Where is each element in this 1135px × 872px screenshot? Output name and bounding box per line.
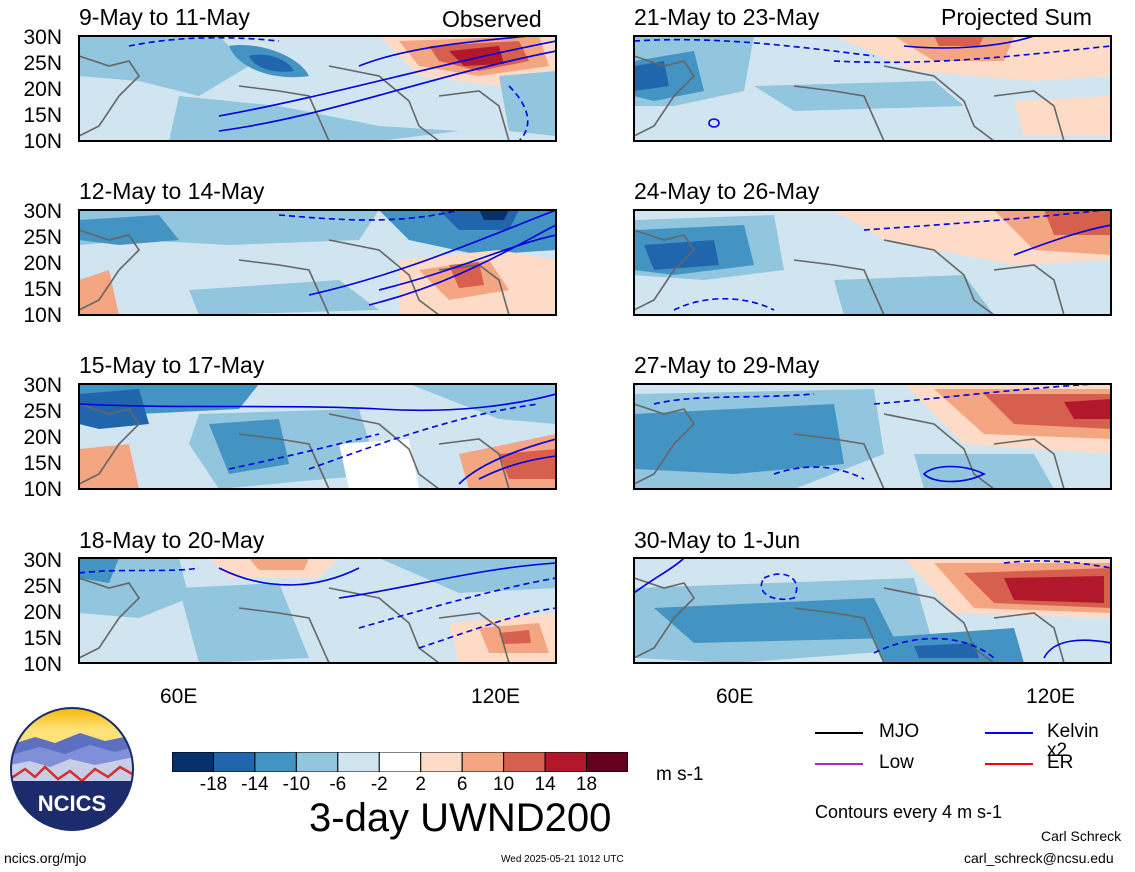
colorbar-swatch [420, 751, 463, 773]
lat-label: 15N [23, 627, 62, 650]
lat-label: 20N [23, 78, 62, 101]
map-panel-l3 [79, 384, 556, 489]
colorbar-tick-label: 10 [493, 774, 515, 795]
colorbar-tick-label: -2 [370, 774, 388, 795]
lat-label: 10N [23, 653, 62, 676]
colorbar-swatch [295, 751, 339, 773]
legend-label-kelvin: Kelvin x2 [1047, 721, 1099, 761]
legend-label-mjo: MJO [879, 721, 920, 742]
colorbar-tick-label: -10 [282, 774, 311, 795]
colorbar-swatch [254, 751, 297, 773]
lat-label: 20N [23, 601, 62, 624]
colorbar-swatch [378, 751, 422, 773]
map-panel-r4 [634, 558, 1111, 663]
lon-label-60e-right: 60E [716, 685, 754, 708]
lat-label: 20N [23, 426, 62, 449]
colorbar-swatches [171, 751, 629, 773]
lat-label: 30N [23, 549, 62, 572]
lat-label: 25N [23, 400, 62, 423]
logo-text: NCICS [38, 791, 106, 816]
footer-author: Carl Schreck [1041, 828, 1122, 844]
legend-line-er [985, 763, 1033, 765]
lat-label: 10N [23, 130, 62, 153]
lon-label-120e-left: 120E [471, 685, 521, 708]
projected-sum-label: Projected Sum [941, 4, 1092, 30]
colorbar-tick-label: -14 [241, 774, 269, 795]
colorbar-tick-label: -6 [329, 774, 347, 795]
lon-label-60e-left: 60E [160, 685, 198, 708]
lat-label: 25N [23, 52, 62, 75]
panel-title-r2: 24-May to 26-May [634, 178, 820, 204]
map-panel-r3 [634, 384, 1111, 489]
lon-label-120e-right: 120E [1026, 685, 1076, 708]
panel-title-l4: 18-May to 20-May [79, 527, 265, 553]
lat-label: 10N [23, 304, 62, 327]
map-panel-l2 [79, 210, 556, 315]
colorbar-swatch [212, 751, 256, 773]
colorbar-swatch [461, 751, 505, 773]
lat-label: 25N [23, 226, 62, 249]
colorbar-ticks: -18 -14 -10 -6 -2 2 6 10 14 18 [172, 775, 628, 797]
lat-label: 15N [23, 278, 62, 301]
panel-title-r4: 30-May to 1-Jun [634, 527, 801, 553]
map-panel-l1 [79, 36, 556, 141]
legend-line-kelvin [985, 732, 1033, 734]
lat-label: 30N [23, 26, 62, 49]
footer-email[interactable]: carl_schreck@ncsu.edu [964, 850, 1114, 866]
lat-label: 20N [23, 252, 62, 275]
panel-title-l2: 12-May to 14-May [79, 178, 265, 204]
colorbar-tick-label: 2 [415, 774, 426, 795]
footer-url[interactable]: ncics.org/mjo [4, 850, 87, 866]
colorbar-swatch [337, 751, 380, 773]
main-title: 3-day UWND200 [309, 796, 612, 840]
legend-line-low [815, 763, 863, 765]
panel-title-r3: 27-May to 29-May [634, 352, 820, 378]
colorbar-swatch [586, 751, 629, 773]
panel-title-l1: 9-May to 11-May [79, 4, 250, 30]
footer-timestamp: Wed 2025-05-21 1012 UTC [501, 854, 624, 865]
contours-note: Contours every 4 m s-1 [815, 802, 1003, 822]
map-panel-l4 [79, 558, 556, 663]
colorbar [171, 751, 629, 773]
colorbar-units: m s-1 [656, 764, 704, 785]
panel-title-l3: 15-May to 17-May [79, 352, 265, 378]
colorbar-tick-label: 18 [575, 774, 598, 795]
legend-label-low: Low [879, 752, 914, 773]
colorbar-tick-label: 14 [534, 774, 556, 795]
colorbar-tick-label: 6 [456, 774, 468, 795]
observed-label: Observed [442, 6, 542, 32]
map-panel-r1 [634, 36, 1111, 141]
lat-label: 30N [23, 200, 62, 223]
colorbar-swatch [503, 751, 546, 773]
ncics-logo: NCICS [10, 707, 134, 831]
colorbar-swatch [171, 751, 214, 773]
panel-title-r1: 21-May to 23-May [634, 4, 820, 30]
lat-label: 10N [23, 478, 62, 501]
legend-label-er: ER [1047, 752, 1074, 773]
lat-label: 15N [23, 104, 62, 127]
legend-line-mjo [815, 732, 863, 734]
colorbar-tick-label: -18 [199, 774, 228, 795]
lat-label: 15N [23, 452, 62, 475]
colorbar-swatch [544, 751, 588, 773]
lat-label: 25N [23, 575, 62, 598]
map-panel-r2 [634, 210, 1111, 315]
lat-label: 30N [23, 374, 62, 397]
